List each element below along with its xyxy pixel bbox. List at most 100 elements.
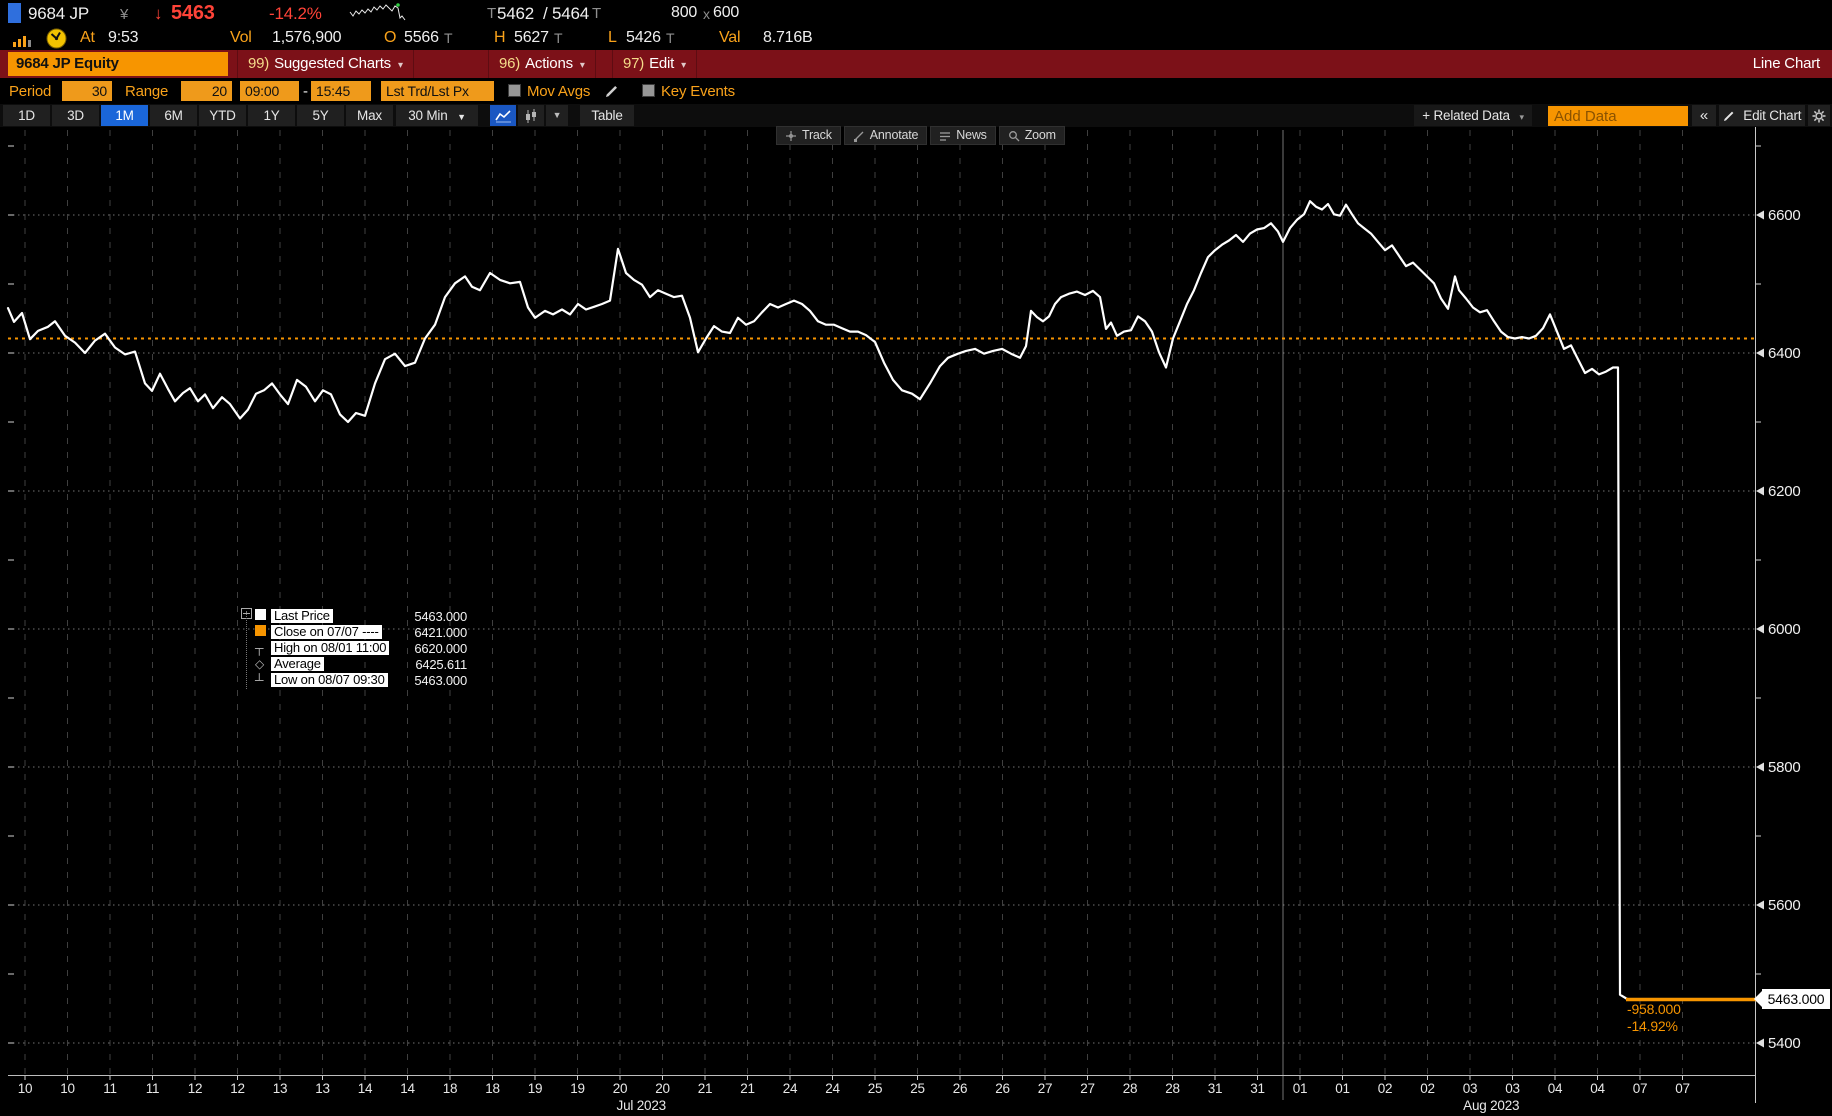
- security-field[interactable]: 9684 JP Equity: [8, 52, 228, 76]
- line-chart-style-button[interactable]: [490, 105, 516, 126]
- low-label: L: [608, 29, 617, 46]
- key-events-checkbox[interactable]: [642, 84, 655, 97]
- y-axis-arrow-icon: [1756, 624, 1764, 634]
- x-axis-label: 20: [655, 1081, 670, 1096]
- menu-number: 96): [499, 55, 521, 72]
- at-time: 9:53: [108, 29, 139, 46]
- chevron-down-icon: ▾: [397, 60, 403, 71]
- tab-ytd[interactable]: YTD: [199, 105, 246, 126]
- market-clock-icon: [46, 28, 67, 49]
- legend-value: 6425.611: [415, 656, 467, 672]
- tab-5y[interactable]: 5Y: [297, 105, 344, 126]
- edit-chart-button[interactable]: Edit Chart: [1719, 105, 1805, 126]
- time-start-input[interactable]: 09:00: [240, 81, 299, 101]
- menu-suggested-charts[interactable]: 99) Suggested Charts ▾: [237, 50, 414, 78]
- time-end-input[interactable]: 15:45: [311, 81, 371, 101]
- x-axis-label: 03: [1463, 1081, 1478, 1096]
- x-axis-label: 13: [315, 1081, 330, 1096]
- menu-label: Actions: [525, 55, 573, 72]
- legend-value: 5463.000: [414, 608, 467, 624]
- legend-row-last-price[interactable]: Last Price 5463.000: [255, 608, 467, 624]
- x-axis-label: 26: [995, 1081, 1010, 1096]
- x-axis-label: 26: [953, 1081, 968, 1096]
- tab-1d[interactable]: 1D: [3, 105, 50, 126]
- tab-max[interactable]: Max: [346, 105, 393, 126]
- x-axis-label: 25: [910, 1081, 925, 1096]
- legend-tree-rail: [246, 611, 259, 689]
- at-label: At: [80, 29, 95, 46]
- average-marker-icon: ◇: [255, 657, 265, 671]
- tab-1y[interactable]: 1Y: [248, 105, 295, 126]
- legend-row-close[interactable]: Close on 07/07 ---- 6421.000: [255, 624, 467, 640]
- last-price-axis-tag: 5463.000: [1754, 989, 1830, 1009]
- price-field-select[interactable]: Lst Trd/Lst Px: [381, 81, 494, 101]
- x-axis-label: 01: [1335, 1081, 1350, 1096]
- chart-toolbar-row: 1D 3D 1M 6M YTD 1Y 5Y Max 30 Min ▼ ▼ Tab: [0, 104, 1832, 127]
- pencil-icon[interactable]: [605, 84, 619, 98]
- add-data-input[interactable]: [1548, 106, 1688, 126]
- legend-label: Close on 07/07 ----: [271, 625, 382, 639]
- legend-row-low[interactable]: ┴ Low on 08/07 09:30 5463.000: [255, 672, 467, 688]
- x-axis-label: 12: [230, 1081, 245, 1096]
- mov-avgs-label: Mov Avgs: [527, 83, 591, 100]
- x-axis-label: 04: [1548, 1081, 1563, 1096]
- menu-edit[interactable]: 97) Edit ▾: [612, 50, 697, 78]
- news-label: News: [956, 128, 987, 142]
- legend-row-average[interactable]: ◇ Average 6425.611: [255, 656, 467, 672]
- annotate-button[interactable]: Annotate: [843, 126, 928, 145]
- candlestick-style-button[interactable]: [518, 105, 544, 126]
- y-axis-arrow-icon: [1756, 348, 1764, 358]
- tab-3d[interactable]: 3D: [52, 105, 99, 126]
- view-title: Line Chart: [1752, 55, 1820, 72]
- bid-price: 5462: [497, 4, 535, 23]
- open-suffix: T: [444, 30, 453, 46]
- bid-size: 800: [671, 4, 698, 21]
- panel-drag-handle[interactable]: [8, 3, 21, 23]
- x-axis-label: 21: [740, 1081, 755, 1096]
- high-suffix: T: [554, 30, 563, 46]
- x-axis-label: 31: [1250, 1081, 1265, 1096]
- range-input[interactable]: 20: [181, 81, 232, 101]
- news-icon: [940, 131, 951, 141]
- period-input[interactable]: 30: [62, 81, 112, 101]
- table-button[interactable]: Table: [580, 105, 634, 126]
- y-axis-label: 5400: [1768, 1035, 1801, 1052]
- menu-label: Suggested Charts: [274, 55, 391, 72]
- low-marker-icon: ┴: [255, 673, 264, 687]
- range-label: Range: [125, 83, 169, 100]
- change-percent: -14.2%: [269, 4, 322, 23]
- chevron-down-icon: ▼: [457, 112, 466, 122]
- zoom-button[interactable]: Zoom: [998, 126, 1065, 145]
- menu-actions[interactable]: 96) Actions ▾: [488, 50, 596, 78]
- line-chart-icon: [495, 110, 511, 123]
- interval-select[interactable]: 30 Min ▼: [396, 105, 478, 126]
- price-drop-annotation: -958.000 -14.92%: [1627, 1001, 1681, 1035]
- collapse-panel-button[interactable]: «: [1692, 105, 1716, 126]
- news-button[interactable]: News: [930, 126, 996, 145]
- x-axis-label: 27: [1038, 1081, 1053, 1096]
- key-events-label: Key Events: [661, 83, 735, 100]
- mov-avgs-checkbox[interactable]: [508, 84, 521, 97]
- x-axis-label: 01: [1293, 1081, 1308, 1096]
- function-title-bar: 9684 JP Equity 99) Suggested Charts ▾ 96) A…: [0, 50, 1832, 78]
- high-label: H: [494, 29, 506, 46]
- legend-label: High on 08/01 11:00: [271, 641, 390, 655]
- tab-6m[interactable]: 6M: [150, 105, 197, 126]
- legend-row-high[interactable]: ┬ High on 08/01 11:00 6620.000: [255, 640, 467, 656]
- intraday-sparkline: [349, 3, 406, 21]
- low-suffix: T: [666, 30, 675, 46]
- x-axis-label: 04: [1590, 1081, 1605, 1096]
- x-axis-label: 02: [1420, 1081, 1435, 1096]
- legend-value: 6421.000: [414, 624, 467, 640]
- legend-label: Last Price: [271, 609, 333, 623]
- related-data-button[interactable]: + Related Data ▾: [1414, 105, 1532, 126]
- tab-1m-selected[interactable]: 1M: [101, 105, 148, 126]
- chart-style-dropdown[interactable]: ▼: [546, 105, 568, 126]
- low-value: 5426: [626, 29, 661, 46]
- zoom-label: Zoom: [1024, 128, 1056, 142]
- price-direction-arrow: ↓: [154, 4, 163, 23]
- chart-settings-gear-button[interactable]: [1808, 105, 1830, 126]
- track-button[interactable]: Track: [776, 126, 841, 145]
- volume-value: 1,576,900: [272, 29, 342, 46]
